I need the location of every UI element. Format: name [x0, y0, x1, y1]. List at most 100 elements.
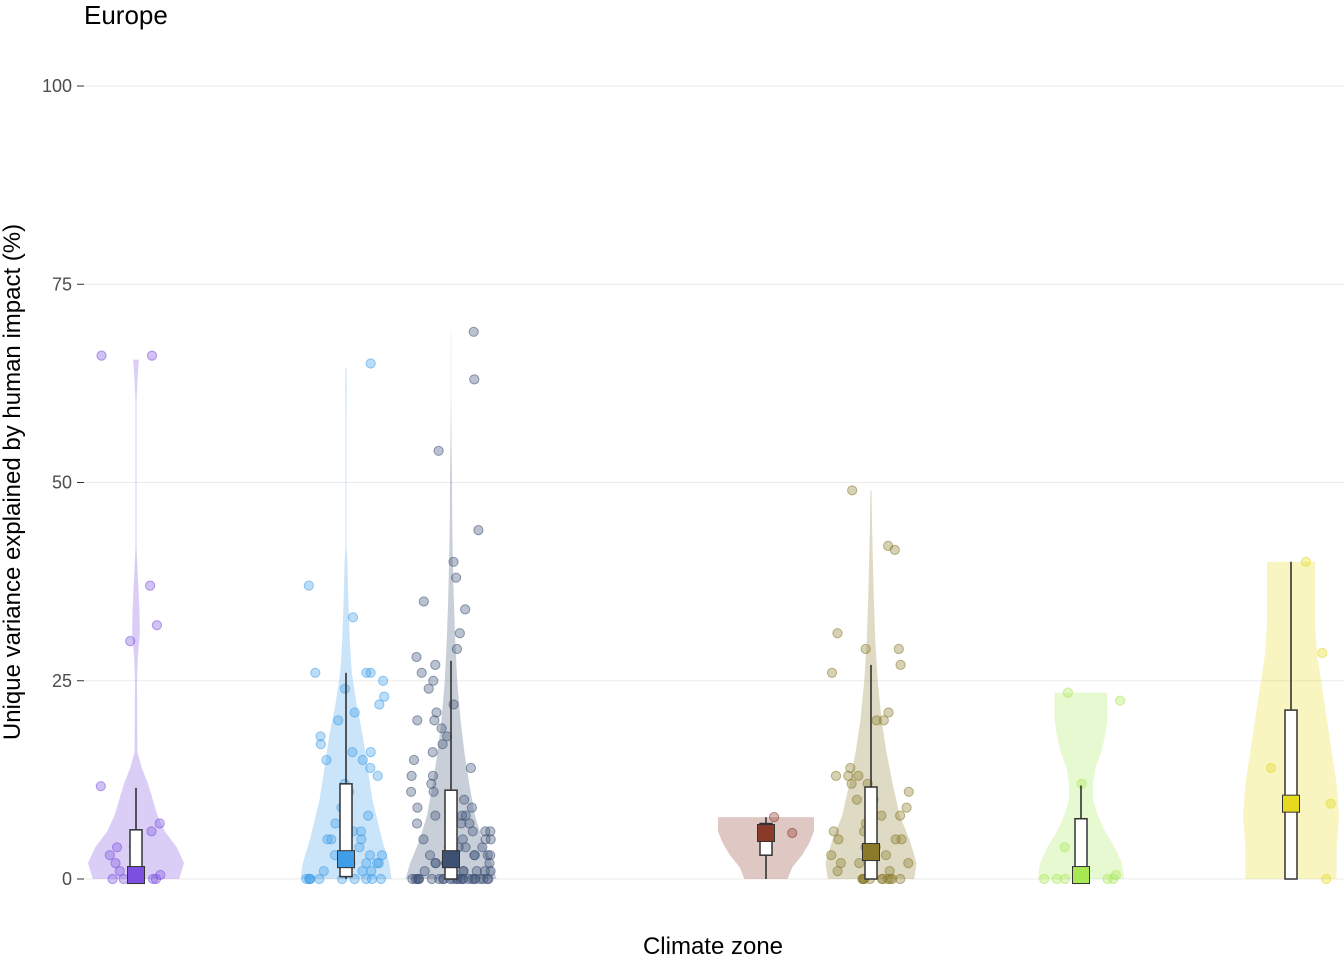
data-point: [349, 707, 360, 718]
data-point: [427, 747, 438, 758]
y-tick-label: 50: [52, 473, 72, 493]
data-point: [375, 873, 386, 885]
data-point: [884, 866, 895, 877]
data-point: [356, 834, 367, 845]
data-point: [896, 834, 907, 845]
data-point: [426, 778, 437, 789]
median-marker: [442, 850, 460, 869]
data-point: [843, 770, 854, 782]
data-point: [301, 873, 312, 885]
data-point: [364, 850, 376, 861]
data-point: [315, 739, 326, 750]
data-point: [883, 540, 894, 552]
data-point: [427, 770, 439, 782]
data-point: [347, 747, 358, 758]
data-point: [365, 358, 376, 369]
data-point: [411, 651, 422, 663]
data-point: [895, 873, 906, 885]
data-point: [154, 818, 165, 829]
data-point: [418, 596, 429, 607]
data-point: [339, 683, 351, 694]
median-marker: [757, 824, 775, 843]
data-point: [310, 667, 321, 678]
data-point: [878, 715, 889, 726]
data-point: [457, 873, 468, 885]
data-point: [430, 858, 441, 869]
data-point: [107, 873, 118, 885]
data-point: [408, 754, 420, 766]
data-point: [433, 445, 444, 456]
data-point: [860, 643, 871, 655]
data-point: [416, 667, 427, 678]
data-point: [903, 858, 914, 869]
data-point: [460, 842, 471, 853]
data-point: [428, 675, 439, 686]
data-point: [354, 842, 365, 853]
data-point: [484, 858, 495, 869]
data-point: [426, 873, 437, 885]
data-point: [333, 715, 344, 726]
data-point: [1110, 869, 1122, 881]
data-point: [304, 873, 315, 885]
y-tick-label: 100: [42, 76, 72, 96]
violin: [88, 359, 184, 880]
data-point: [787, 827, 798, 839]
y-tick-label: 75: [52, 274, 72, 294]
data-point: [893, 643, 904, 655]
data-point: [460, 810, 471, 821]
data-point: [480, 834, 491, 845]
violins: [88, 331, 1339, 880]
data-point: [146, 826, 157, 837]
data-point: [828, 826, 839, 837]
data-point: [485, 850, 496, 861]
data-point: [482, 850, 493, 861]
data-point: [1115, 695, 1126, 706]
data-point: [378, 675, 389, 686]
data-point: [347, 612, 359, 623]
data-point: [485, 834, 496, 845]
data-point: [901, 802, 912, 813]
violin: [405, 331, 497, 879]
data-point: [365, 762, 376, 774]
data-point: [459, 794, 470, 805]
data-point: [423, 683, 434, 694]
data-point: [460, 604, 471, 615]
data-point: [847, 485, 858, 496]
data-point: [431, 707, 442, 718]
data-point: [832, 628, 843, 639]
data-point: [322, 834, 333, 845]
data-point: [371, 858, 383, 869]
median-marker: [127, 866, 145, 885]
data-point: [1325, 798, 1336, 809]
data-point: [321, 754, 332, 766]
data-point: [374, 699, 385, 710]
data-point: [469, 850, 480, 861]
data-point: [890, 834, 901, 845]
data-point: [419, 866, 430, 877]
y-axis-title: Unique variance explained by human impac…: [0, 224, 26, 740]
data-point: [146, 350, 158, 361]
data-point: [363, 810, 374, 821]
data-point: [125, 636, 136, 647]
data-point: [448, 556, 459, 567]
data-point: [104, 850, 115, 861]
data-point: [485, 866, 496, 877]
data-point: [853, 770, 864, 782]
data-point: [318, 866, 329, 877]
data-point: [366, 873, 378, 885]
data-point: [145, 580, 156, 591]
data-point: [833, 834, 844, 845]
y-axis: 0 25 50 75 100: [42, 76, 84, 889]
data-point: [469, 374, 480, 385]
data-point: [457, 810, 468, 821]
data-point: [1102, 873, 1113, 885]
data-point: [1059, 873, 1071, 885]
data-point: [424, 850, 436, 861]
data-point: [871, 715, 882, 726]
data-point: [466, 802, 477, 813]
data-point: [769, 812, 780, 823]
data-point: [457, 834, 468, 845]
data-point: [376, 850, 388, 861]
data-point: [851, 794, 863, 805]
